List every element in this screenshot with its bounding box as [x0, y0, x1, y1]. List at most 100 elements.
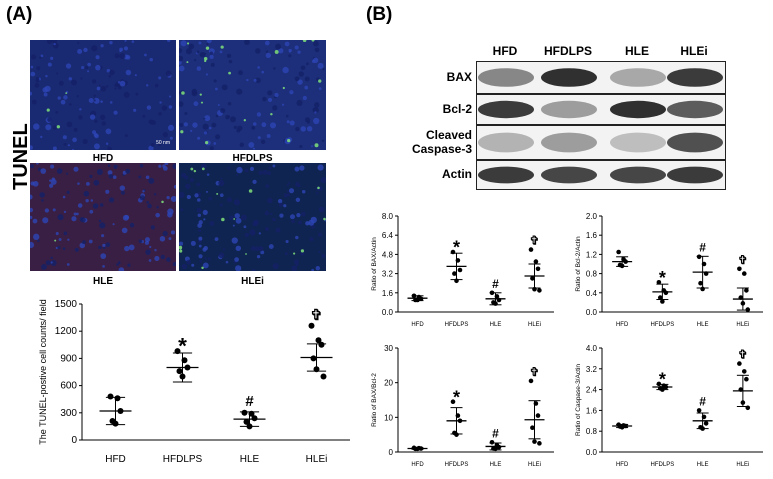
lane-label-hfdlps: HFDLPS	[544, 44, 592, 58]
y-tick-label: 30	[384, 344, 393, 353]
data-point	[532, 286, 537, 292]
data-point	[308, 322, 315, 329]
micrograph-label-hlei: HLEi	[241, 276, 264, 287]
data-point	[114, 395, 121, 402]
y-tick-label: 1.6	[586, 231, 598, 240]
data-point	[745, 405, 751, 411]
data-point	[535, 413, 541, 418]
y-tick-label: 0.4	[586, 289, 598, 298]
data-point	[179, 373, 186, 380]
micrograph-hfd: 50 nm	[30, 40, 176, 150]
data-point	[454, 432, 459, 437]
y-tick-label: 0	[389, 448, 394, 457]
data-point	[455, 258, 461, 263]
y-tick-label: 3.2	[382, 270, 394, 279]
category-label: HFDLPS	[651, 462, 675, 468]
data-point	[696, 408, 702, 413]
data-point	[457, 267, 463, 273]
category-label: HLEi	[528, 462, 541, 468]
data-point	[744, 288, 749, 293]
category-label: HLEi	[528, 322, 541, 328]
data-point	[660, 387, 665, 392]
data-point	[740, 301, 746, 306]
data-point	[411, 293, 417, 299]
category-label: HLE	[490, 462, 502, 468]
data-point	[528, 378, 534, 384]
category-label: HFD	[411, 462, 424, 468]
panel-a-letter: (A)	[6, 4, 33, 25]
category-label: HLE	[490, 322, 502, 328]
data-point	[535, 266, 541, 272]
data-point	[530, 276, 535, 281]
data-point	[117, 407, 124, 414]
category-label: HLE	[697, 462, 709, 468]
y-tick-label: 1.2	[586, 250, 598, 259]
category-label: HLEi	[306, 454, 328, 465]
significance-mark: *	[659, 369, 666, 389]
data-point	[738, 295, 744, 300]
micrograph-label-hfd: HFD	[92, 153, 114, 164]
data-point	[537, 441, 542, 446]
blot-row-2	[476, 125, 726, 160]
data-point	[701, 261, 707, 267]
data-point	[741, 369, 747, 374]
significance-mark: #	[492, 277, 499, 291]
blot-label-3: Actin	[442, 167, 472, 181]
y-tick-label: 3.2	[586, 365, 598, 374]
category-label: HFDLPS	[163, 454, 203, 465]
micrograph-hle	[30, 163, 176, 271]
category-label: HLEi	[736, 462, 749, 468]
y-axis-label: The TUNEL-postive cell counts/ field	[38, 299, 48, 444]
panel-b-letter: (B)	[366, 4, 393, 25]
data-point	[243, 418, 250, 425]
y-axis-label: Ratio of Caspase-3/Actin	[575, 364, 582, 436]
data-point	[450, 399, 456, 405]
data-point	[701, 414, 707, 420]
blot-row-1	[476, 94, 726, 125]
bax-actin-chart: 0.0 1.6 3.2 4.8 6.4 8.0 HFD HFDLPS HLE HLEi Ratio …	[371, 212, 554, 328]
data-point	[241, 409, 248, 416]
y-tick-label: 0.0	[382, 308, 394, 317]
y-tick-label: 2.0	[586, 212, 598, 221]
category-label: HFD	[411, 322, 424, 328]
data-point	[415, 297, 420, 303]
data-point	[496, 444, 502, 450]
y-tick-label: 4.8	[382, 250, 394, 259]
data-point	[528, 247, 534, 252]
data-point	[619, 263, 625, 269]
y-tick-label: 20	[384, 379, 393, 388]
data-point	[656, 279, 662, 285]
y-tick-label: 300	[60, 408, 77, 419]
micrograph-label-hfdlps: HFDLPS	[232, 153, 273, 164]
significance-mark: #	[699, 240, 706, 254]
y-axis-label: Ratio of BAX/Actin	[371, 237, 378, 291]
data-point	[318, 341, 325, 348]
significance-mark: ✞	[310, 307, 323, 324]
data-point	[489, 439, 495, 445]
y-tick-label: 0.0	[586, 308, 598, 317]
data-point	[700, 286, 705, 292]
category-label: HFD	[105, 454, 126, 465]
data-point	[660, 299, 665, 304]
data-point	[656, 381, 662, 387]
significance-mark: *	[659, 268, 666, 288]
lane-label-hlei: HLEi	[680, 44, 708, 58]
data-point	[176, 368, 183, 375]
data-point	[454, 278, 459, 284]
data-point	[738, 387, 744, 392]
data-point	[696, 254, 702, 260]
y-axis-label: Ratio of BAX/Bcl-2	[371, 373, 378, 427]
y-tick-label: 0.8	[586, 270, 598, 279]
casp3-actin-chart: 0.0 0.8 1.6 2.4 3.2 4.0 HFD HFDLPS HLE HLEi Ratio …	[575, 344, 763, 468]
data-point	[703, 271, 709, 276]
data-point	[496, 297, 502, 303]
category-label: HFDLPS	[651, 322, 675, 328]
significance-mark: ✞	[529, 234, 539, 248]
y-tick-label: 0	[71, 435, 77, 446]
significance-mark: #	[492, 426, 499, 440]
data-point	[315, 337, 322, 344]
lane-label-hle: HLE	[625, 44, 649, 58]
bax-bcl2-chart: 0 10 20 30 HFD HFDLPS HLE HLEi Ratio of BAX/Bcl-…	[371, 344, 554, 468]
data-point	[320, 373, 327, 380]
blot-label-1: Bcl-2	[442, 101, 472, 116]
